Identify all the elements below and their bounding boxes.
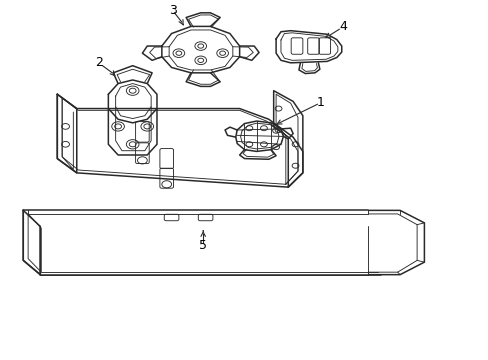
Text: 5: 5 <box>199 239 207 252</box>
Text: 2: 2 <box>95 56 102 69</box>
Text: 4: 4 <box>339 20 346 33</box>
Text: 3: 3 <box>168 4 176 17</box>
Text: 1: 1 <box>316 96 324 109</box>
